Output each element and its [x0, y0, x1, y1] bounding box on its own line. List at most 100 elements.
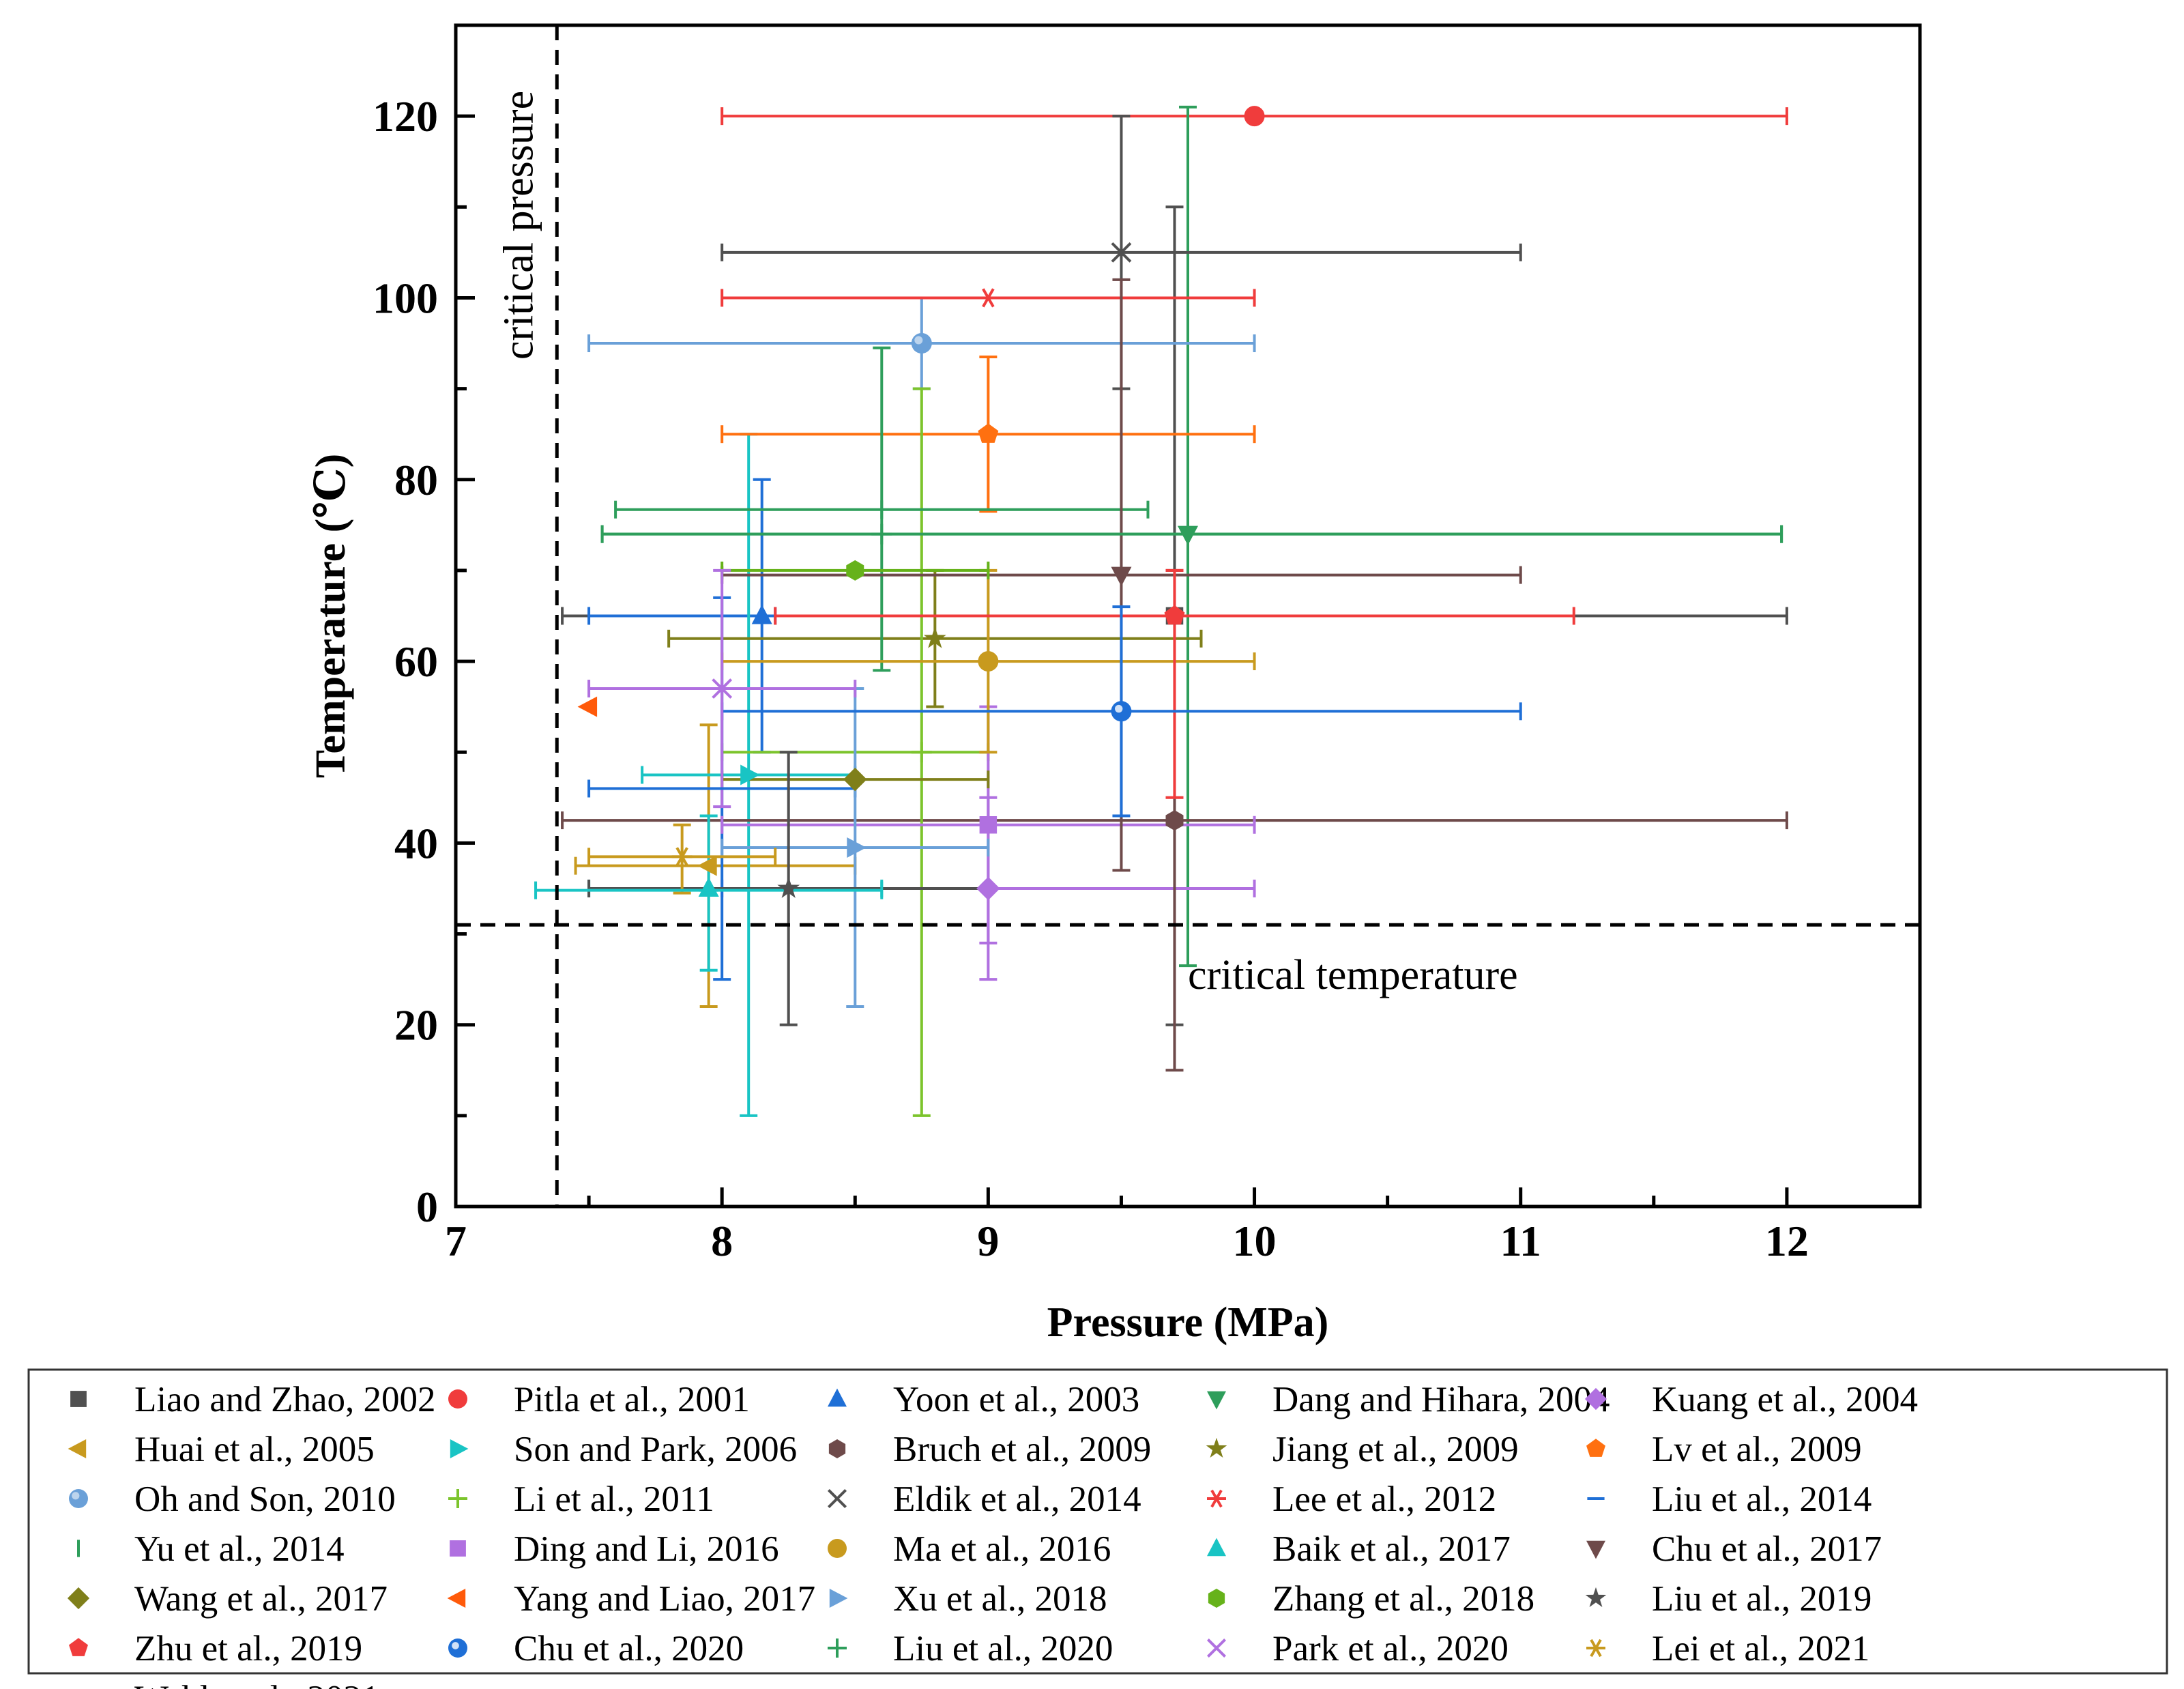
data-point: [923, 626, 946, 648]
x-tick-label: 7: [445, 1217, 467, 1265]
legend-item: Li et al., 2011: [448, 1479, 714, 1519]
legend-label: Kuang et al., 2004: [1652, 1380, 1918, 1419]
legend-marker: [828, 1639, 847, 1658]
data-point: [698, 877, 719, 897]
plot-frame: [454, 23, 1922, 1209]
data-point: [1111, 242, 1132, 263]
legend-label: Chu et al., 2020: [514, 1629, 744, 1669]
legend-item: Yang and Liao, 2017: [447, 1579, 815, 1619]
legend-marker: [1206, 1638, 1227, 1658]
marker-highlight: [72, 1492, 80, 1500]
data-point: [978, 288, 999, 308]
legend-label: Lee et al., 2012: [1272, 1479, 1496, 1519]
legend-item: Chu et al., 2017: [1586, 1529, 1882, 1569]
legend-marker: [1585, 1587, 1607, 1608]
x-tick-label: 12: [1765, 1217, 1809, 1265]
legend-label: Xu et al., 2018: [893, 1579, 1107, 1619]
legend-item: Ma et al., 2016: [828, 1529, 1111, 1569]
legend-marker: [1584, 1387, 1607, 1411]
legend-item: Zhang et al., 2018: [1208, 1579, 1534, 1619]
y-tick-label: 80: [394, 456, 438, 504]
legend-marker: [828, 1439, 846, 1458]
data-point: [978, 651, 999, 672]
legend-item: Huai et al., 2005: [68, 1430, 375, 1469]
legend-label: Oh and Son, 2010: [134, 1479, 396, 1519]
legend-item: Xu et al., 2018: [829, 1579, 1107, 1619]
legend-item: Liu et al., 2019: [1585, 1579, 1872, 1619]
marker-stroke: [982, 288, 995, 308]
marker-stroke: [712, 678, 733, 699]
legend-marker: [68, 1439, 87, 1458]
legend-label: Wang et al., 2017: [134, 1579, 388, 1619]
legend-label: Wahl et al., 2021: [134, 1679, 379, 1689]
marker-highlight: [1115, 704, 1123, 713]
legend-label: Baik et al., 2017: [1272, 1529, 1511, 1569]
legend-label: Zhang et al., 2018: [1272, 1579, 1534, 1619]
legend-frame: [27, 1368, 2168, 1675]
legend-marker: [1586, 1540, 1605, 1559]
legend-item: Park et al., 2020: [1206, 1629, 1509, 1669]
legend-label: Huai et al., 2005: [134, 1430, 375, 1469]
reference-line-layer: [456, 25, 1920, 1207]
data-point: [740, 764, 760, 785]
marker-stroke: [675, 847, 688, 867]
legend-item: Yu et al., 2014: [77, 1529, 345, 1569]
legend-marker: [1207, 1391, 1226, 1410]
legend-marker: [69, 1638, 88, 1656]
data-point: [671, 847, 693, 867]
marker-body: [69, 1489, 88, 1508]
legend-item: Liu et al., 2014: [1587, 1479, 1872, 1519]
legend-marker: [827, 1488, 847, 1509]
legend-marker: [450, 1439, 469, 1458]
data-point: [1165, 810, 1184, 831]
marker-highlight: [452, 1642, 459, 1649]
marker-layer: [577, 106, 1265, 901]
x-tick-label: 9: [977, 1217, 999, 1265]
marker-stroke: [1206, 1638, 1227, 1658]
legend-label: Chu et al., 2017: [1652, 1529, 1882, 1569]
legend-label: Li et al., 2011: [514, 1479, 714, 1519]
legend-label: Ma et al., 2016: [893, 1529, 1111, 1569]
legend-label: Dang and Hihara, 2004: [1272, 1380, 1610, 1419]
y-tick-label: 20: [394, 1001, 438, 1050]
legend-label: Lei et al., 2021: [1652, 1629, 1869, 1669]
legend-label: Eldik et al., 2014: [893, 1479, 1141, 1519]
legend-marker: [448, 1639, 467, 1658]
legend-label: Bruch et al., 2009: [893, 1430, 1151, 1469]
legend-label: Pitla et al., 2001: [514, 1380, 750, 1419]
data-point: [979, 816, 998, 834]
legend-label: Liu et al., 2019: [1652, 1579, 1872, 1619]
legend-item: Lei et al., 2021: [1586, 1629, 1869, 1669]
legend-marker: [1586, 1639, 1605, 1658]
legend-item: Son and Park, 2006: [450, 1430, 797, 1469]
x-tick-label: 11: [1500, 1217, 1541, 1265]
legend-label: Liao and Zhao, 2002: [134, 1380, 436, 1419]
data-point: [976, 876, 1000, 901]
legend-marker: [1586, 1439, 1605, 1457]
data-point: [751, 605, 772, 624]
legend-label: Liu et al., 2020: [893, 1629, 1113, 1669]
legend-marker: [1208, 1589, 1225, 1608]
y-tick-label: 100: [373, 274, 438, 322]
legend-marker: [70, 1391, 87, 1407]
legend-marker: [448, 1389, 467, 1409]
critical-pressure-label: critical pressure: [495, 91, 542, 360]
axes: [454, 23, 1922, 1209]
marker-stroke: [1111, 242, 1132, 263]
legend-item: Liao and Zhao, 2002: [70, 1380, 436, 1419]
y-tick-label: 120: [373, 92, 438, 141]
data-point: [712, 678, 733, 699]
legend-marker: [448, 1489, 467, 1508]
data-point: [1111, 701, 1132, 722]
legend-item: Liu et al., 2020: [828, 1629, 1113, 1669]
x-tick-label: 10: [1233, 1217, 1277, 1265]
data-point: [846, 560, 864, 581]
critical-temperature-label: critical temperature: [1188, 952, 1518, 998]
legend-marker: [829, 1589, 848, 1608]
legend-label: Liu et al., 2014: [1652, 1479, 1872, 1519]
legend-item: Pitla et al., 2001: [448, 1380, 750, 1419]
marker-body: [911, 333, 932, 354]
legend-label: Yoon et al., 2003: [893, 1380, 1139, 1419]
marker-highlight: [914, 336, 923, 345]
